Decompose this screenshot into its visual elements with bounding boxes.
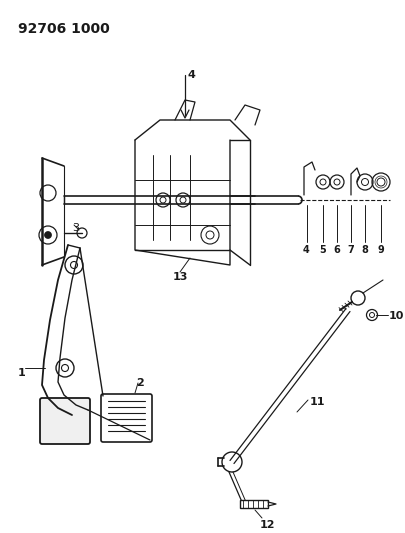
- Circle shape: [45, 231, 51, 238]
- Text: 2: 2: [136, 378, 144, 388]
- Text: 6: 6: [333, 245, 340, 255]
- Text: 4: 4: [188, 70, 196, 80]
- Text: 1: 1: [18, 368, 26, 378]
- Text: 11: 11: [310, 397, 326, 407]
- Text: 9: 9: [377, 245, 384, 255]
- Text: 10: 10: [389, 311, 404, 321]
- Text: 92706 1000: 92706 1000: [18, 22, 110, 36]
- Text: 4: 4: [303, 245, 310, 255]
- Text: 8: 8: [361, 245, 368, 255]
- Text: 13: 13: [173, 272, 188, 282]
- FancyBboxPatch shape: [101, 394, 152, 442]
- Text: 5: 5: [319, 245, 326, 255]
- Text: 12: 12: [260, 520, 275, 530]
- Bar: [240, 500, 268, 508]
- FancyBboxPatch shape: [40, 398, 90, 444]
- Text: 7: 7: [347, 245, 354, 255]
- Text: 3: 3: [72, 223, 79, 233]
